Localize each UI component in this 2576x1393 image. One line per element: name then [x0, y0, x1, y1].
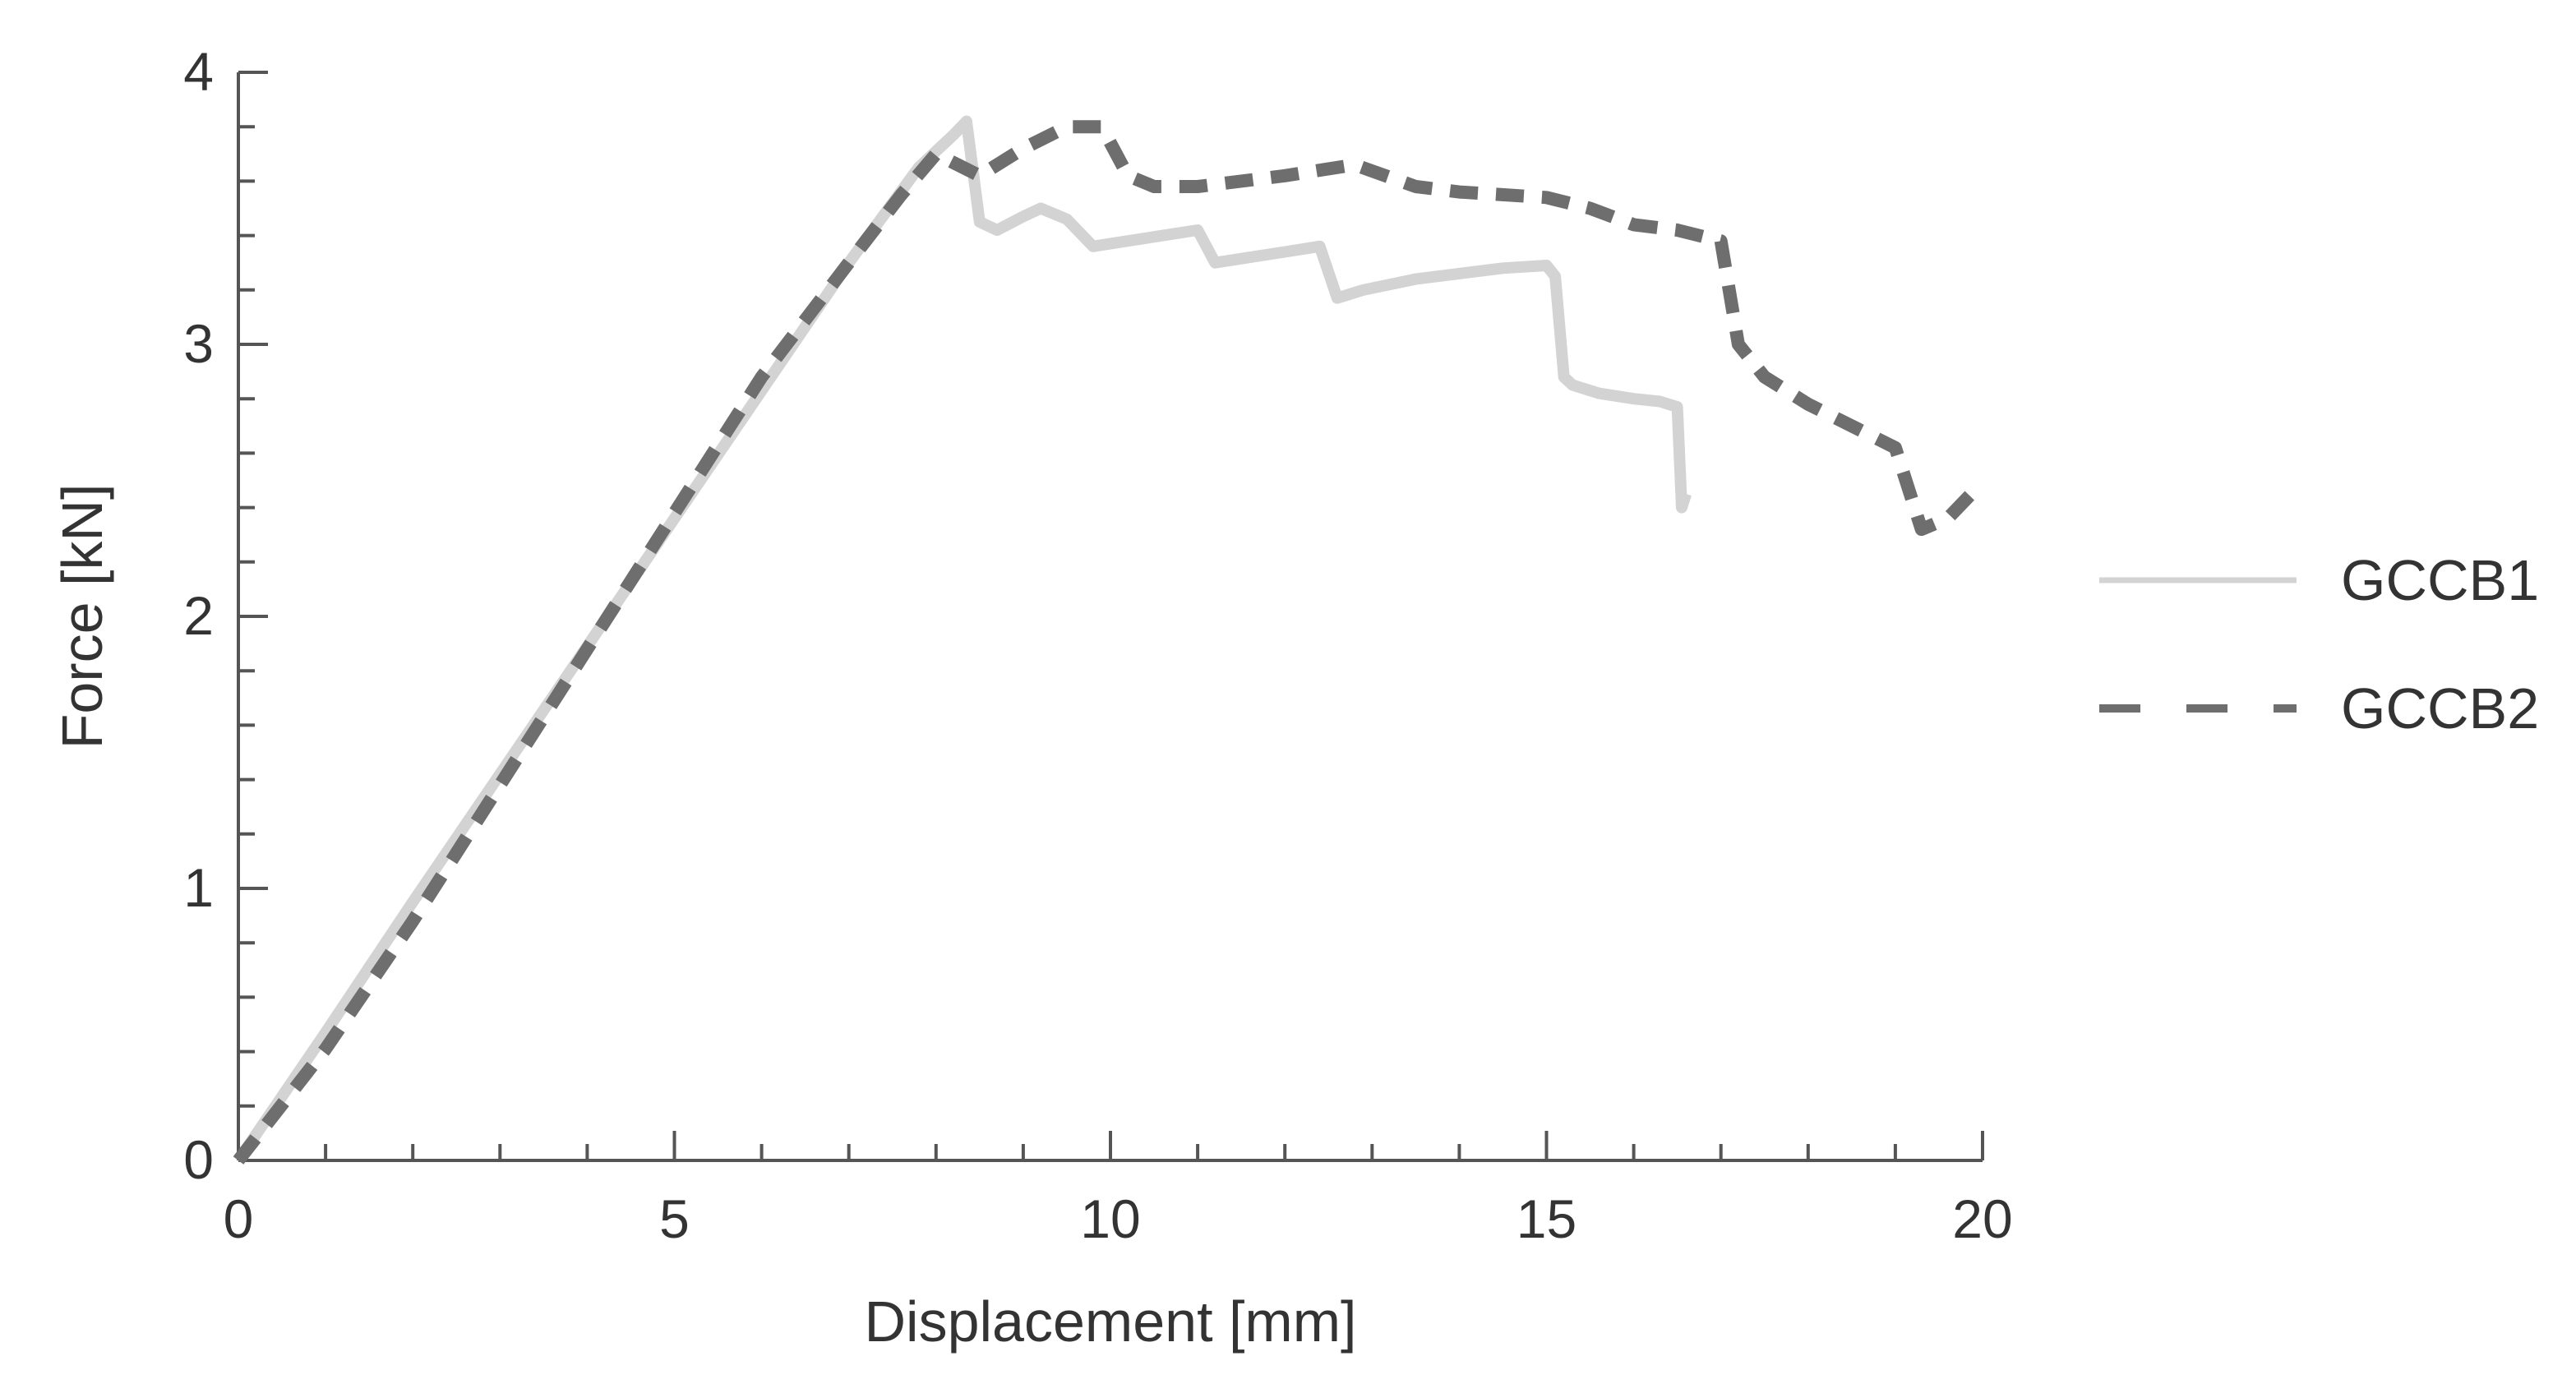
y-tick-label: 1 — [183, 857, 214, 918]
series — [233, 115, 1979, 1165]
x-tick-label: 0 — [224, 1188, 254, 1249]
x-tick-label: 20 — [1952, 1188, 2012, 1249]
y-axis-title: Force [kN] — [50, 484, 114, 750]
axes — [237, 72, 1983, 1162]
x-tick-label: 10 — [1080, 1188, 1140, 1249]
series-line-gccb2 — [233, 120, 1979, 1165]
x-tick-label: 5 — [659, 1188, 690, 1249]
series-line-gccb1 — [233, 115, 1692, 1164]
y-tick-label: 0 — [183, 1129, 214, 1190]
legend-label-gccb1: GCCB1 — [2341, 548, 2539, 612]
legend-label-gccb2: GCCB2 — [2341, 676, 2539, 740]
y-tick-label: 3 — [183, 313, 214, 374]
ticks: 0 5 10 15 20 0 1 2 3 4 — [183, 41, 2012, 1249]
x-tick-label: 15 — [1517, 1188, 1577, 1249]
y-tick-label: 2 — [183, 585, 214, 646]
legend: GCCB1 GCCB2 — [2099, 548, 2539, 740]
x-axis-title: Displacement [mm] — [864, 1289, 1356, 1354]
y-tick-label: 4 — [183, 41, 214, 102]
